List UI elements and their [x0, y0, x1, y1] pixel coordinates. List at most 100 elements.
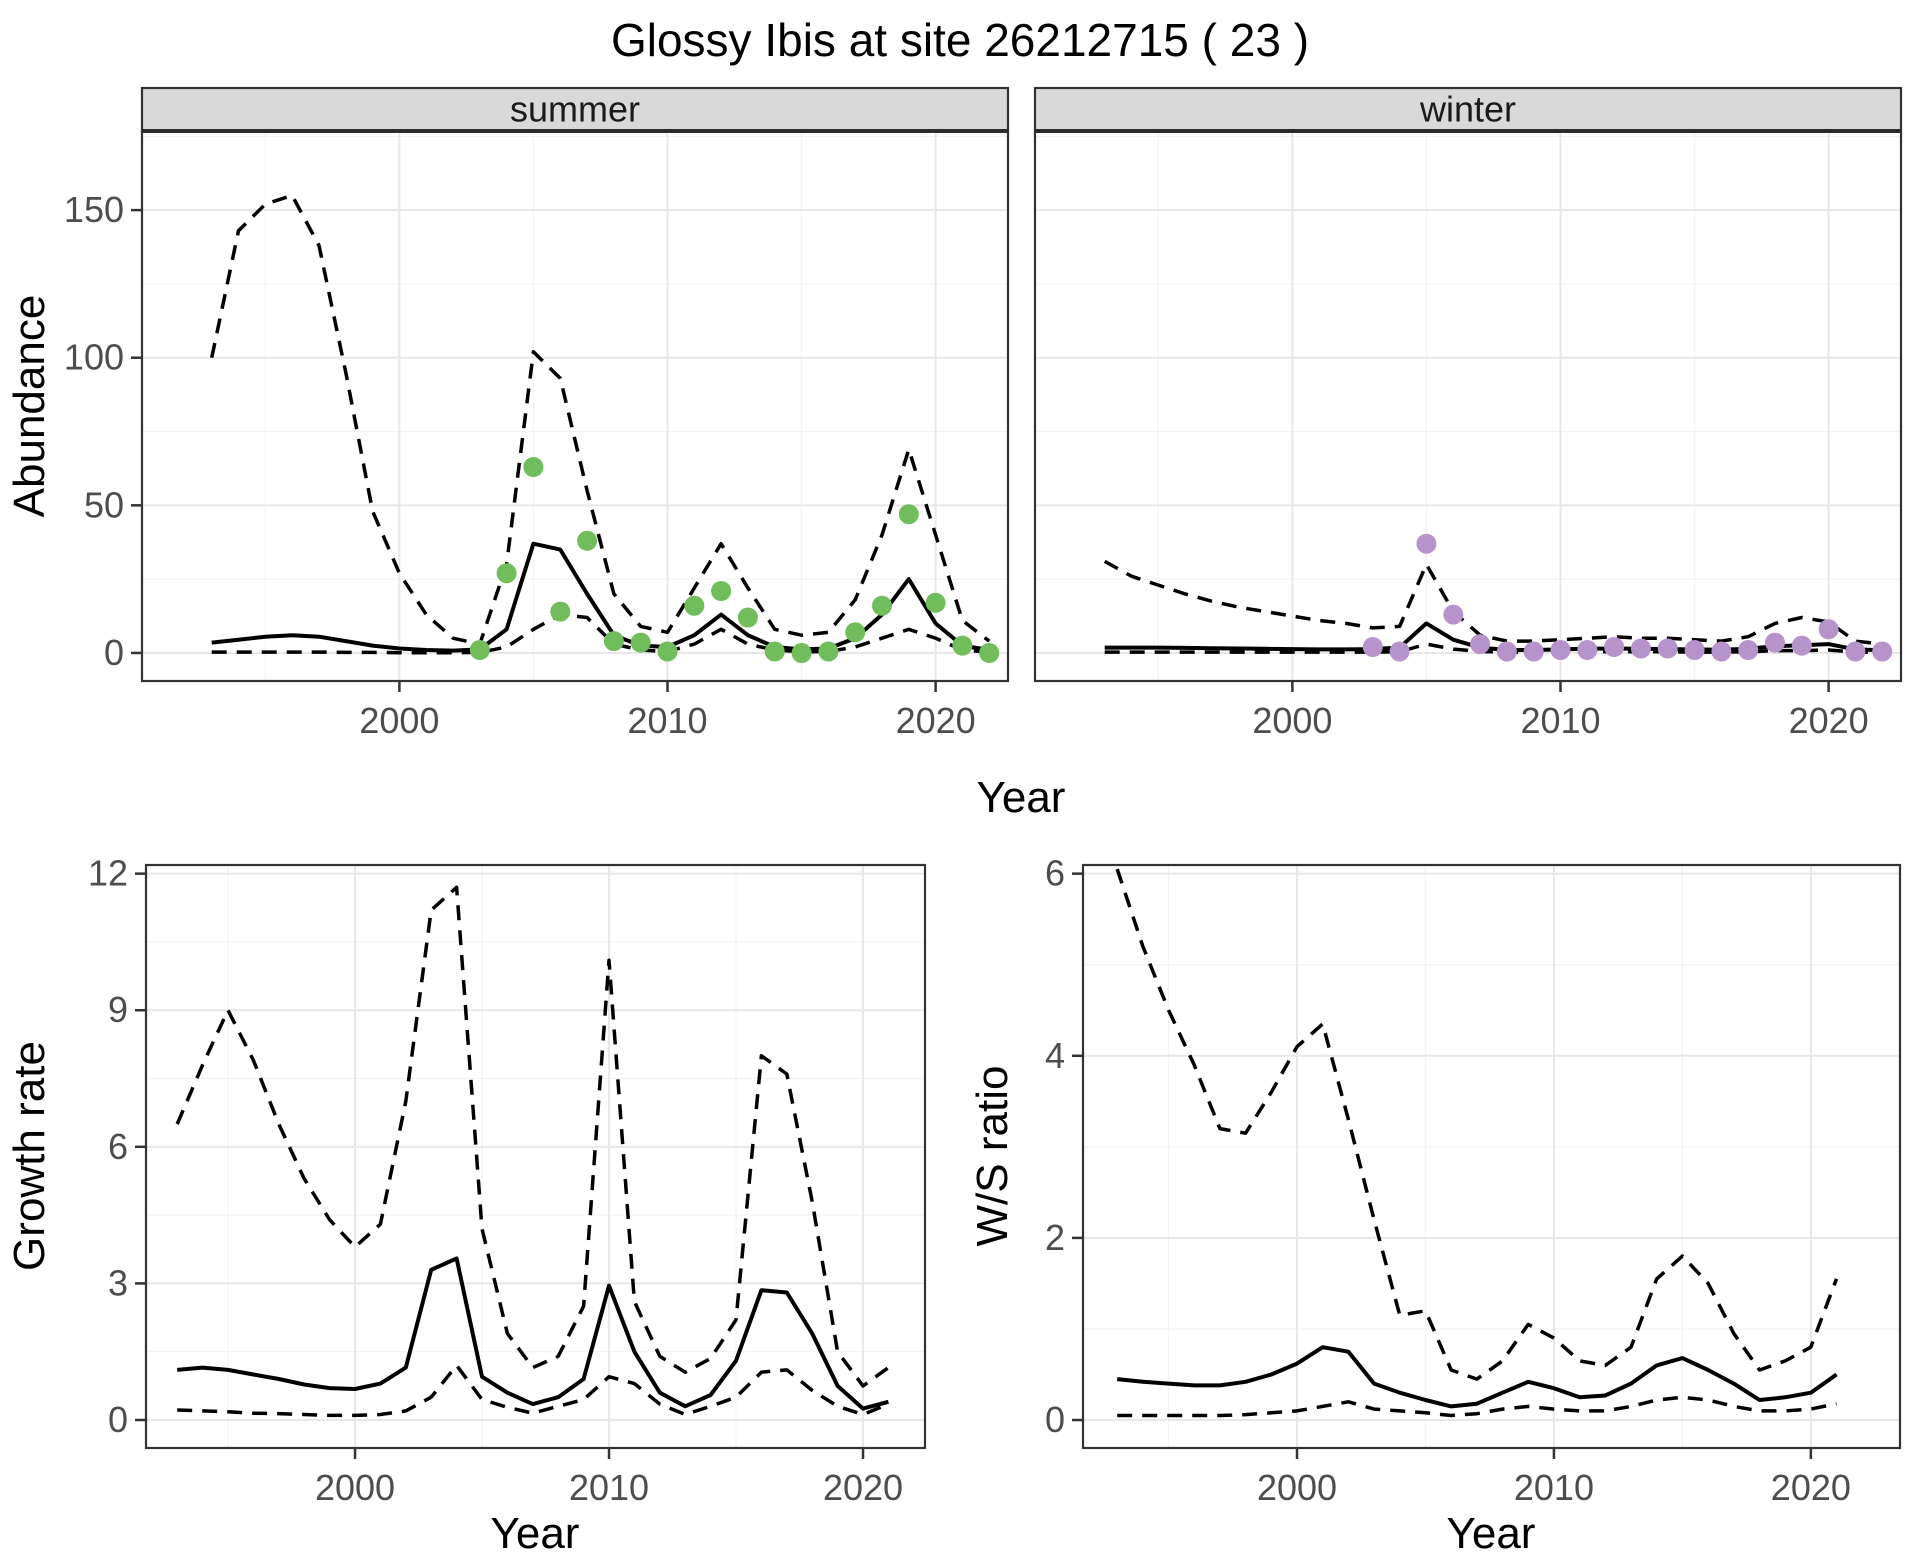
y-tick-label: 6	[108, 1126, 128, 1167]
y-tick-label: 100	[64, 337, 124, 378]
panel-border	[144, 863, 927, 1450]
data-point	[737, 607, 758, 628]
top-x-axis-title: Year	[977, 773, 1066, 822]
line-upper_ci	[209, 193, 991, 646]
data-point	[1872, 641, 1893, 662]
x-tick-label: 2000	[359, 700, 439, 741]
data-point	[1523, 641, 1544, 662]
data-point	[1845, 641, 1866, 662]
data-point	[791, 643, 812, 663]
data-point	[898, 504, 919, 525]
y-tick-label: 0	[1045, 1399, 1065, 1440]
data-point	[872, 595, 892, 616]
grid-minor	[146, 865, 925, 1448]
facet-strip	[1033, 86, 1903, 133]
x-tick-label: 2010	[1514, 1467, 1594, 1508]
data-point	[1604, 637, 1625, 657]
data-point	[1443, 604, 1464, 625]
data-point	[657, 641, 678, 662]
grid-minor	[142, 131, 1008, 681]
y-axis-title: W/S ratio	[968, 1066, 1017, 1247]
grid-major	[1035, 131, 1901, 681]
panel-abundance_winter: 2000 2010 2020 winter	[1033, 86, 1903, 741]
data-point	[1818, 619, 1839, 640]
line-lower_ci	[211, 612, 990, 655]
data-point	[1711, 641, 1732, 662]
line-mean	[1116, 1345, 1838, 1409]
data-point	[496, 563, 517, 584]
data-point	[1630, 638, 1651, 659]
x-tick-label: 2000	[1257, 1467, 1337, 1508]
data-point	[1577, 640, 1598, 660]
x-axis-title: Year	[1447, 1509, 1536, 1558]
data-point	[1470, 634, 1491, 655]
data-point	[1550, 640, 1571, 660]
line-lower_ci	[177, 1363, 890, 1418]
data-point	[469, 640, 490, 660]
data-point	[1765, 632, 1785, 653]
x-tick-label: 2010	[627, 700, 707, 741]
data-point	[1389, 641, 1410, 662]
data-point	[630, 632, 651, 653]
x-tick-label: 2000	[315, 1467, 395, 1508]
x-tick-label: 2010	[569, 1467, 649, 1508]
panel-background	[142, 131, 1008, 681]
y-axis-title: Growth rate	[5, 1041, 54, 1271]
y-tick-label: 4	[1045, 1035, 1065, 1076]
x-tick-label: 2020	[823, 1467, 903, 1508]
grid-minor	[1035, 131, 1901, 681]
series-lines	[1115, 868, 1839, 1418]
panel-background	[1035, 131, 1901, 681]
facet-strip	[140, 86, 1010, 133]
x-tick-label: 2020	[1789, 700, 1869, 741]
axis-ticks: 2000 2010 2020 0 3 6 9 12	[88, 853, 903, 1508]
line-lower_ci	[1104, 642, 1883, 654]
data-point	[764, 641, 785, 662]
data-point	[684, 595, 705, 616]
axis-ticks: 2000 2010 2020 0 2 4 6	[1045, 853, 1851, 1508]
axis-ticks: 2000 2010 2020	[1252, 681, 1869, 741]
facet-strip-label: winter	[1419, 89, 1516, 130]
panel-ws_ratio: 2000 2010 2020 0 2 4 6 Year W/S ratio	[968, 853, 1902, 1558]
y-tick-label: 6	[1045, 853, 1065, 894]
panel-growth_rate: 2000 2010 2020 0 3 6 9 12 Year Growth rate	[5, 853, 927, 1558]
line-upper_ci	[175, 885, 890, 1388]
data-point	[1416, 533, 1437, 554]
data-point	[1791, 635, 1812, 656]
y-tick-label: 150	[64, 189, 124, 230]
line-upper_ci	[1115, 868, 1839, 1381]
panel-background	[146, 865, 925, 1448]
grid-minor	[1083, 865, 1900, 1448]
x-tick-label: 2000	[1252, 700, 1332, 741]
panel-abundance_summer: 2000 2010 2020 0 50 100 150 summer	[64, 86, 1010, 741]
panel-background	[1083, 865, 1900, 1448]
data-point	[845, 622, 866, 643]
data-point	[711, 581, 732, 601]
data-point	[818, 641, 839, 662]
x-axis-title: Year	[491, 1509, 580, 1558]
x-tick-label: 2010	[1520, 700, 1600, 741]
data-point	[1657, 638, 1678, 659]
line-upper_ci	[1103, 559, 1883, 646]
y-tick-label: 12	[88, 853, 128, 894]
top-y-axis-title: Abundance	[5, 295, 54, 518]
x-tick-label: 2020	[896, 700, 976, 741]
line-lower_ci	[1117, 1395, 1837, 1418]
data-point	[1738, 640, 1759, 660]
data-point	[952, 635, 973, 656]
grid-major	[146, 865, 925, 1448]
data-point	[979, 643, 1000, 663]
y-tick-label: 3	[108, 1262, 128, 1303]
y-tick-label: 0	[108, 1399, 128, 1440]
figure-title: Glossy Ibis at site 26212715 ( 23 )	[611, 14, 1309, 66]
line-mean	[177, 1256, 889, 1411]
y-tick-label: 2	[1045, 1217, 1065, 1258]
observed-points	[1362, 533, 1893, 662]
panel-border	[1081, 863, 1902, 1450]
facet-strip-label: summer	[510, 89, 640, 130]
data-point	[550, 601, 571, 622]
observed-points	[469, 457, 1000, 663]
data-point	[603, 631, 624, 652]
